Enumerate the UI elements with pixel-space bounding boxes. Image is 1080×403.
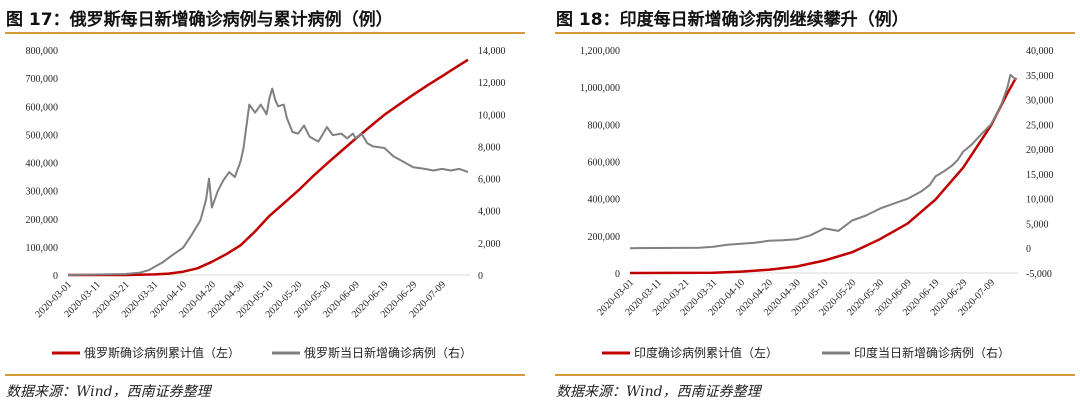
y-left-tick-label: 600,000 bbox=[588, 158, 621, 169]
y-left-tick-label: 500,000 bbox=[26, 130, 59, 141]
y-right-tick-label: 2,000 bbox=[478, 239, 501, 250]
divider bbox=[555, 32, 1075, 34]
divider bbox=[5, 374, 525, 376]
series-line bbox=[629, 77, 1018, 275]
y-left-tick-label: 200,000 bbox=[588, 232, 621, 243]
y-left-tick-label: 300,000 bbox=[26, 187, 59, 198]
legend-label: 俄罗斯当日新增确诊病例（右） bbox=[304, 345, 472, 360]
y-right-tick-label: 20,000 bbox=[1026, 145, 1054, 156]
y-right-tick-label: 4,000 bbox=[478, 207, 501, 218]
y-right-tick-label: 6,000 bbox=[478, 175, 501, 186]
y-right-tick-label: 10,000 bbox=[478, 110, 506, 121]
y-left-tick-label: 100,000 bbox=[26, 243, 59, 254]
y-left-tick-label: 1,200,000 bbox=[580, 46, 620, 57]
chart-title: 图 18：印度每日新增确诊病例继续攀升（例） bbox=[556, 10, 909, 30]
y-left-tick-label: 200,000 bbox=[26, 215, 59, 226]
chart-india: 0 200,000 400,000 600,000 800,000 1,000,000 1,… bbox=[580, 46, 1054, 360]
y-right-tick-label: 12,000 bbox=[478, 78, 506, 89]
series-line bbox=[629, 73, 1017, 250]
legend-label: 印度确诊病例累计值（左） bbox=[634, 345, 778, 360]
y-right-tick-label: 35,000 bbox=[1026, 71, 1054, 82]
y-left-tick-label: 700,000 bbox=[26, 74, 59, 85]
y-right-tick-label: -5,000 bbox=[1026, 269, 1052, 280]
y-left-tick-label: 800,000 bbox=[26, 46, 59, 57]
y-right-tick-label: 14,000 bbox=[478, 46, 506, 57]
y-right-tick-label: 40,000 bbox=[1026, 46, 1054, 57]
source-note: 数据来源：Wind，西南证券整理 bbox=[556, 384, 761, 400]
y-left-tick-label: 400,000 bbox=[26, 159, 59, 170]
source-note: 数据来源：Wind，西南证券整理 bbox=[6, 384, 211, 400]
series-line bbox=[67, 87, 469, 276]
y-right-tick-label: 8,000 bbox=[478, 142, 501, 153]
chart-title: 图 17：俄罗斯每日新增确诊病例与累计病例（例） bbox=[6, 10, 393, 30]
y-right-tick-label: 10,000 bbox=[1026, 195, 1054, 206]
legend-label: 俄罗斯确诊病例累计值（左） bbox=[84, 345, 240, 360]
y-left-tick-label: 0 bbox=[53, 271, 58, 282]
y-right-tick-label: 0 bbox=[1026, 244, 1031, 255]
chart-panel-india: 图 18：印度每日新增确诊病例继续攀升（例） 0 200,000 400,000 60… bbox=[550, 0, 1080, 403]
y-left-tick-label: 800,000 bbox=[588, 120, 621, 131]
y-left-tick-label: 600,000 bbox=[26, 102, 59, 113]
divider bbox=[555, 374, 1075, 376]
chart-panel-russia: 图 17：俄罗斯每日新增确诊病例与累计病例（例） 0 100,000 200,000… bbox=[0, 0, 530, 403]
y-left-tick-label: 0 bbox=[615, 269, 620, 280]
y-right-tick-label: 0 bbox=[478, 271, 483, 282]
series-line bbox=[68, 58, 469, 277]
y-right-tick-label: 30,000 bbox=[1026, 96, 1054, 107]
y-left-tick-label: 400,000 bbox=[588, 195, 621, 206]
y-right-tick-label: 5,000 bbox=[1026, 219, 1049, 230]
chart-russia: 0 100,000 200,000 300,000 400,000 500,000 600,… bbox=[26, 46, 506, 360]
y-left-tick-label: 1,000,000 bbox=[580, 83, 620, 94]
y-right-tick-label: 15,000 bbox=[1026, 170, 1054, 181]
divider bbox=[5, 32, 525, 34]
legend-label: 印度当日新增确诊病例（右） bbox=[854, 345, 1010, 360]
y-right-tick-label: 25,000 bbox=[1026, 120, 1054, 131]
